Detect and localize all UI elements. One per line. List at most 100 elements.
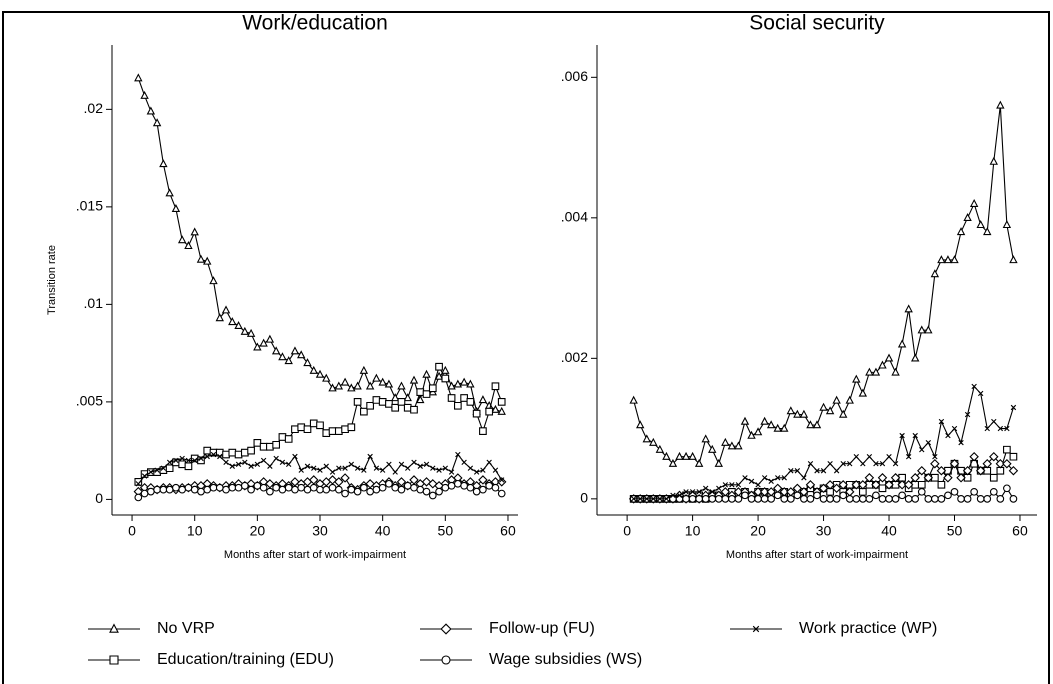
marker [315, 369, 325, 378]
marker [497, 489, 506, 498]
y-tick-label: .004 [561, 209, 588, 225]
marker [192, 457, 198, 464]
marker [1003, 445, 1011, 454]
marker [818, 483, 829, 494]
marker [361, 467, 367, 473]
marker [466, 483, 475, 492]
marker [865, 367, 874, 376]
x-tick-label: 30 [816, 523, 832, 539]
marker [930, 269, 940, 278]
marker [832, 495, 841, 503]
marker [203, 485, 212, 494]
marker [963, 495, 972, 503]
marker [373, 465, 380, 471]
marker [422, 369, 431, 378]
x-tick-label: 0 [623, 523, 631, 539]
marker [695, 495, 703, 503]
marker [203, 256, 212, 265]
marker [689, 489, 696, 495]
marker [284, 483, 293, 492]
marker [675, 495, 684, 503]
marker [309, 483, 318, 492]
marker [322, 429, 331, 437]
marker [392, 469, 398, 475]
marker [903, 480, 914, 490]
marker [708, 495, 717, 503]
marker [134, 477, 143, 486]
marker [436, 467, 442, 473]
marker [761, 475, 768, 481]
chart-title: Work/education [242, 12, 388, 35]
marker [385, 399, 393, 408]
marker [910, 473, 920, 483]
marker [755, 482, 761, 488]
x-tick-label: 40 [881, 523, 897, 539]
marker [801, 475, 807, 481]
legend-label: No VRP [157, 620, 215, 637]
marker [951, 425, 958, 432]
marker [847, 461, 853, 467]
marker [266, 487, 274, 496]
marker [766, 420, 776, 429]
marker [223, 459, 229, 466]
marker [360, 483, 368, 492]
marker [497, 406, 506, 415]
marker [403, 481, 412, 490]
marker [448, 469, 455, 475]
marker [405, 465, 411, 471]
marker [279, 459, 286, 466]
marker [198, 455, 204, 462]
marker [858, 495, 867, 503]
marker [958, 439, 964, 446]
marker [409, 375, 419, 384]
marker [899, 432, 905, 439]
marker [773, 491, 782, 500]
marker [866, 453, 873, 460]
marker [886, 453, 892, 460]
marker [317, 467, 323, 473]
marker [259, 483, 268, 492]
marker [460, 394, 468, 402]
marker [447, 394, 456, 402]
marker [740, 416, 750, 425]
marker [184, 483, 193, 492]
marker [676, 492, 683, 499]
marker [461, 459, 467, 466]
marker [291, 425, 299, 434]
marker [996, 466, 1005, 475]
marker [480, 467, 486, 473]
marker [989, 451, 999, 462]
marker [636, 420, 645, 429]
marker [644, 496, 650, 502]
marker [925, 439, 932, 446]
marker [788, 468, 794, 474]
x-axis-label: Months after start of work-impairment [224, 549, 406, 561]
marker [284, 356, 293, 365]
marker [917, 480, 926, 489]
marker [814, 468, 820, 474]
x-tick-label: 30 [312, 523, 328, 539]
marker [904, 304, 913, 313]
marker [416, 485, 425, 494]
marker [253, 342, 262, 351]
marker [309, 419, 318, 428]
marker [767, 495, 776, 503]
marker [962, 466, 973, 476]
marker [140, 90, 149, 99]
marker [865, 495, 874, 503]
marker [478, 395, 488, 404]
marker [247, 485, 255, 494]
y-axis-label: Transition rate [46, 245, 58, 315]
marker [259, 338, 268, 347]
x-tick-label: 20 [250, 523, 266, 539]
marker [435, 487, 443, 496]
marker [983, 227, 992, 236]
marker [173, 457, 179, 464]
legend-label: Education/training (EDU) [157, 651, 334, 668]
marker [786, 495, 795, 503]
marker [897, 480, 907, 490]
marker [983, 495, 992, 503]
marker [975, 466, 986, 476]
marker [781, 475, 787, 481]
